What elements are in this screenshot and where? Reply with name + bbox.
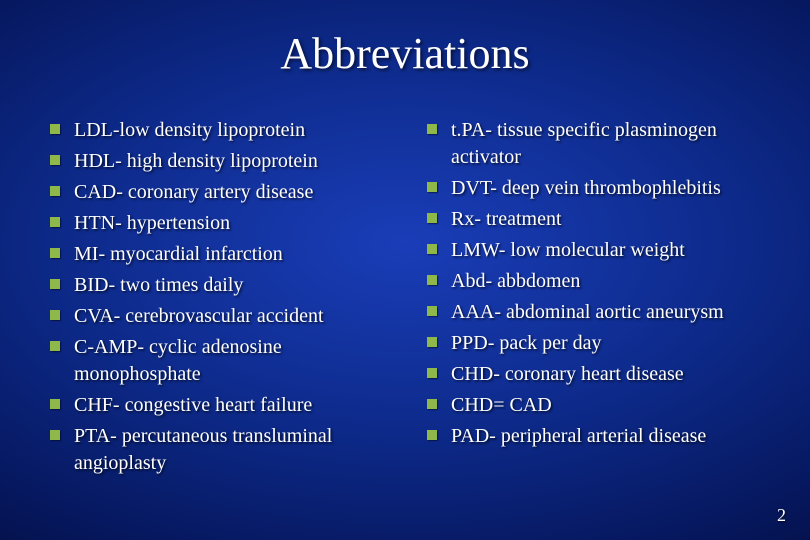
list-item: CHD= CAD <box>425 392 762 419</box>
list-item: DVT- deep vein thrombophlebitis <box>425 175 762 202</box>
left-list: LDL-low density lipoprotein HDL- high de… <box>48 117 385 477</box>
slide-title: Abbreviations <box>48 28 762 79</box>
slide: Abbreviations LDL-low density lipoprotei… <box>0 0 810 540</box>
page-number: 2 <box>777 505 786 526</box>
right-list: t.PA- tissue specific plasminogen activa… <box>425 117 762 450</box>
list-item: Rx- treatment <box>425 206 762 233</box>
right-column: t.PA- tissue specific plasminogen activa… <box>425 117 762 481</box>
list-item: CAD- coronary artery disease <box>48 179 385 206</box>
list-item: HTN- hypertension <box>48 210 385 237</box>
list-item: AAA- abdominal aortic aneurysm <box>425 299 762 326</box>
list-item: BID- two times daily <box>48 272 385 299</box>
left-column: LDL-low density lipoprotein HDL- high de… <box>48 117 385 481</box>
list-item: PAD- peripheral arterial disease <box>425 423 762 450</box>
list-item: MI- myocardial infarction <box>48 241 385 268</box>
list-item: LMW- low molecular weight <box>425 237 762 264</box>
list-item: C-AMP- cyclic adenosine monophosphate <box>48 334 385 388</box>
list-item: t.PA- tissue specific plasminogen activa… <box>425 117 762 171</box>
list-item: CHF- congestive heart failure <box>48 392 385 419</box>
content-columns: LDL-low density lipoprotein HDL- high de… <box>48 117 762 481</box>
list-item: CVA- cerebrovascular accident <box>48 303 385 330</box>
list-item: PPD- pack per day <box>425 330 762 357</box>
list-item: CHD- coronary heart disease <box>425 361 762 388</box>
list-item: HDL- high density lipoprotein <box>48 148 385 175</box>
list-item: Abd- abbdomen <box>425 268 762 295</box>
list-item: LDL-low density lipoprotein <box>48 117 385 144</box>
list-item: PTA- percutaneous transluminal angioplas… <box>48 423 385 477</box>
